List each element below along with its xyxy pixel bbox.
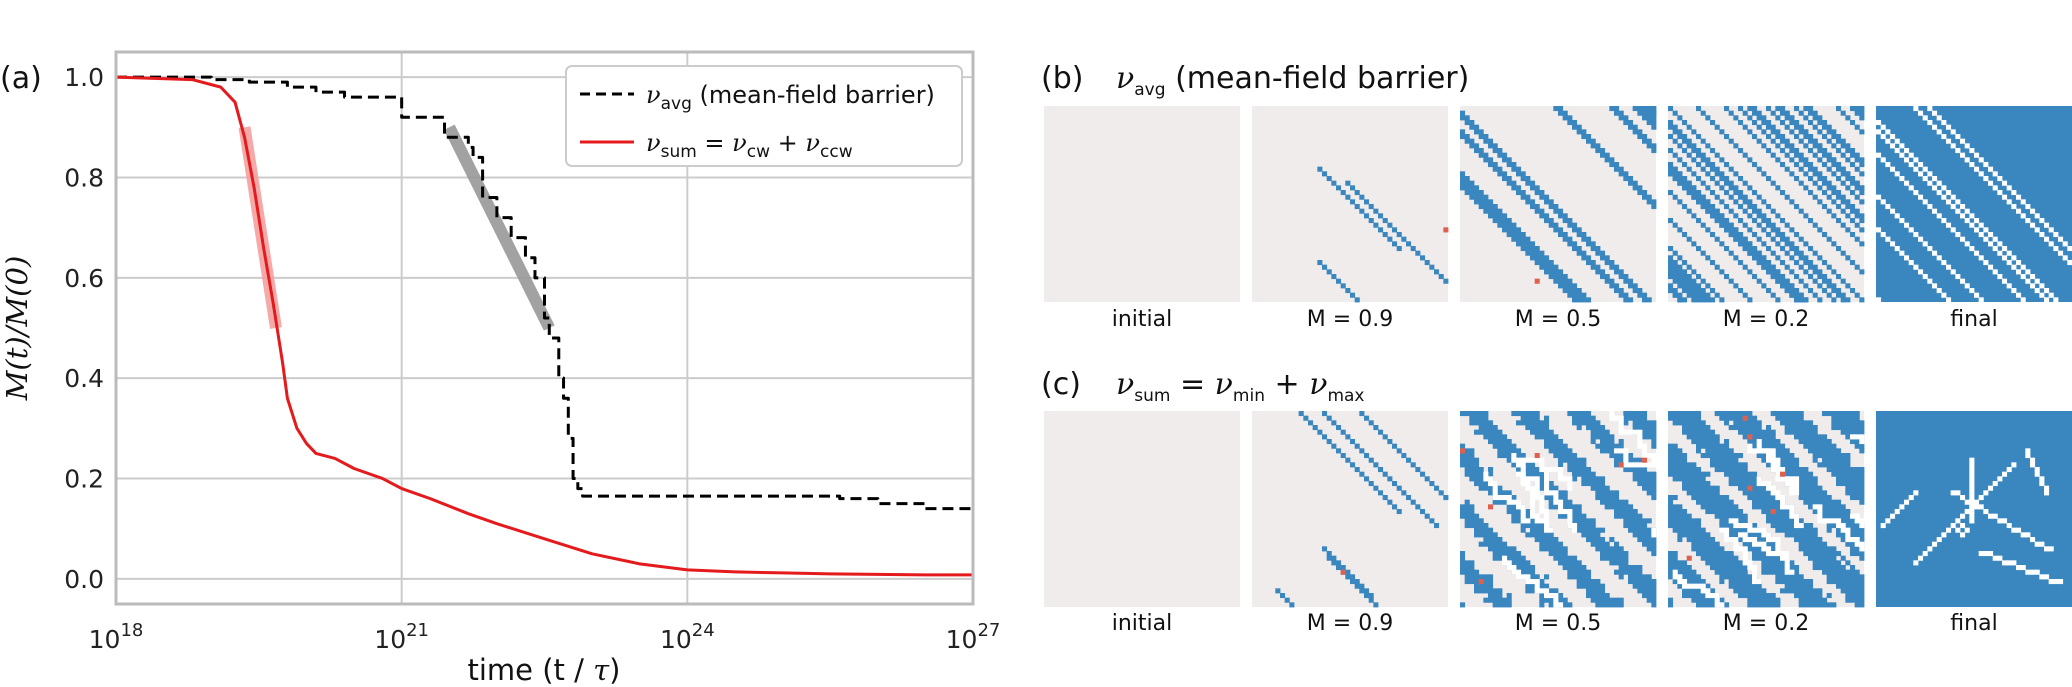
y-tick-label: 0.4 [64, 364, 104, 393]
plot-border [114, 50, 975, 606]
series-lines [115, 75, 975, 577]
frame-c-0 [1044, 411, 1240, 607]
legend-label-avg: νavg (mean-field barrier) [646, 81, 935, 114]
series-sum-line [115, 75, 973, 577]
panel-c: (c) νsum = νmin + νmax initial M = 0.9 M =… [1041, 367, 2072, 636]
frame-caption-c-3: M = 0.2 [1723, 611, 1809, 636]
series-avg-line [116, 75, 975, 512]
legend-box [565, 65, 963, 167]
frame-b-2 [1460, 106, 1657, 303]
x-axis-label: time (t / τ) [467, 653, 620, 687]
frame-b-3 [1668, 106, 1865, 303]
fit-segment-1 [443, 124, 555, 331]
x-tick-label: 1021 [374, 620, 429, 654]
frame-caption-c-4: final [1950, 611, 1997, 636]
frame-c-4 [1876, 411, 2072, 607]
panel-b-frames: initial M = 0.9 M = 0.5 M = 0.2 final [1044, 106, 2072, 332]
legend: νavg (mean-field barrier) νsum = νcw + ν… [565, 65, 963, 167]
frame-cells [1460, 106, 1657, 303]
frame-b-4 [1876, 106, 2072, 303]
y-tick-labels: 0.0 0.2 0.4 0.6 0.8 1.0 [64, 63, 104, 594]
y-tick-label: 0.8 [64, 163, 104, 192]
x-tick-label: 1018 [89, 620, 144, 654]
panel-b: (b) νavg (mean-field barrier) initial M =… [1041, 61, 2072, 332]
panel-c-label: (c) [1041, 367, 1081, 402]
frame-c-1 [1252, 411, 1449, 608]
frame-cells [1317, 166, 1449, 303]
x-tick-label: 1024 [660, 620, 715, 654]
frame-caption-c-2: M = 0.5 [1515, 611, 1601, 636]
frame-b-1 [1252, 106, 1449, 303]
frame-caption-b-2: M = 0.5 [1515, 307, 1601, 332]
frame-c-2 [1460, 411, 1657, 608]
x-tick-label: 1027 [946, 620, 1001, 654]
frame-c-3 [1668, 411, 1865, 608]
legend-label-sum: νsum = νcw + νccw [646, 129, 853, 162]
frame-cells [1880, 448, 2064, 585]
frame-cells [1668, 106, 1865, 303]
frame-cells [1876, 106, 2072, 303]
frame-caption-b-4: final [1950, 307, 1997, 332]
panel-a-label: (a) [0, 61, 42, 96]
y-axis-label: M(t)/M(0) [0, 256, 34, 402]
panel-c-title: νsum = νmin + νmax [1116, 367, 1365, 406]
frame-cells [1668, 411, 1865, 608]
y-tick-label: 0.0 [64, 565, 104, 594]
y-tick-label: 0.2 [64, 465, 104, 494]
frame-caption-b-3: M = 0.2 [1723, 307, 1809, 332]
frame-cells [1460, 411, 1657, 608]
panel-c-frames: initial M = 0.9 M = 0.5 M = 0.2 final [1044, 411, 2072, 636]
frame-caption-b-1: M = 0.9 [1307, 307, 1393, 332]
panel-b-title: νavg (mean-field barrier) [1116, 61, 1469, 100]
frame-cells [1275, 411, 1449, 608]
y-tick-label: 0.6 [64, 264, 104, 293]
frame-b-0 [1044, 106, 1240, 302]
frame-caption-c-0: initial [1112, 611, 1173, 636]
frame-caption-c-1: M = 0.9 [1307, 611, 1393, 636]
frame-caption-b-0: initial [1112, 307, 1173, 332]
y-tick-label: 1.0 [64, 63, 104, 92]
x-tick-labels: 1018 1021 1024 1027 [89, 620, 1001, 654]
panel-a: (a) 1018 1021 1024 1027 0.00.20.40.60.81.0 … [0, 50, 1001, 687]
panel-b-label: (b) [1041, 61, 1083, 96]
